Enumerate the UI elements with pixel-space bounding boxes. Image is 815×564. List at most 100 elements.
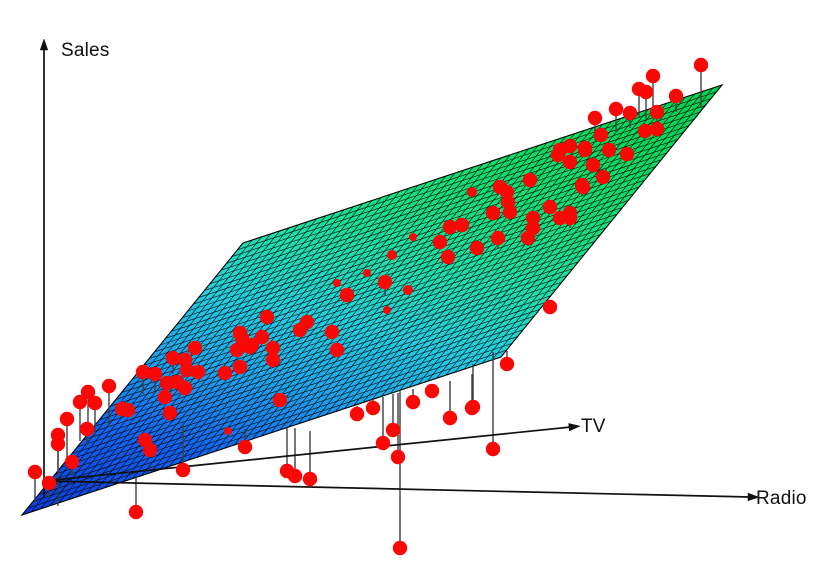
data-point bbox=[187, 340, 203, 356]
data-point bbox=[375, 435, 391, 451]
data-point bbox=[552, 210, 568, 226]
data-point bbox=[649, 121, 665, 137]
data-point bbox=[562, 154, 578, 170]
data-point bbox=[465, 399, 481, 415]
data-point bbox=[490, 230, 506, 246]
data-point bbox=[649, 104, 665, 120]
data-point bbox=[87, 395, 103, 411]
data-point bbox=[142, 442, 158, 458]
data-point bbox=[232, 359, 248, 375]
data-point bbox=[50, 436, 66, 452]
data-point bbox=[619, 146, 635, 162]
data-point bbox=[469, 240, 485, 256]
data-point bbox=[165, 350, 181, 366]
data-point bbox=[101, 378, 117, 394]
data-point bbox=[265, 352, 281, 368]
data-point bbox=[485, 441, 501, 457]
data-point bbox=[128, 504, 144, 520]
data-point bbox=[179, 362, 195, 378]
data-point bbox=[409, 233, 417, 241]
data-point bbox=[329, 342, 345, 358]
data-point bbox=[324, 324, 340, 340]
data-point bbox=[499, 356, 515, 372]
data-point bbox=[485, 205, 501, 221]
data-point bbox=[622, 105, 638, 121]
sales-axis-arrowhead bbox=[39, 38, 49, 51]
data-point bbox=[542, 299, 558, 315]
data-point bbox=[424, 383, 440, 399]
data-point bbox=[365, 400, 381, 416]
data-point bbox=[147, 366, 163, 382]
data-point bbox=[385, 422, 401, 438]
data-point bbox=[229, 342, 245, 358]
radio-axis-label: Radio bbox=[756, 488, 807, 509]
data-point bbox=[237, 439, 253, 455]
data-point bbox=[333, 279, 341, 287]
data-point bbox=[668, 88, 684, 104]
data-point bbox=[637, 123, 653, 139]
data-point bbox=[587, 110, 603, 126]
data-point bbox=[502, 204, 518, 220]
data-point bbox=[135, 364, 151, 380]
data-point bbox=[608, 101, 624, 117]
tv-axis-label: TV bbox=[581, 416, 606, 437]
data-point bbox=[552, 142, 568, 158]
data-point bbox=[79, 421, 95, 437]
tv-axis-arrowhead bbox=[568, 423, 581, 432]
data-point bbox=[190, 364, 206, 380]
data-point bbox=[432, 234, 448, 250]
data-point bbox=[575, 179, 591, 195]
plane-mesh-grid bbox=[27, 87, 717, 513]
data-point bbox=[442, 410, 458, 426]
data-point bbox=[217, 365, 233, 381]
data-point bbox=[175, 462, 191, 478]
radio-axis-arrowhead bbox=[747, 492, 760, 502]
data-point bbox=[454, 217, 470, 233]
data-point bbox=[601, 142, 617, 158]
data-point bbox=[390, 449, 406, 465]
data-point bbox=[27, 464, 43, 480]
data-point bbox=[41, 475, 57, 491]
data-point bbox=[383, 306, 391, 314]
tv-axis-line bbox=[43, 426, 572, 482]
radio-axis-line bbox=[43, 480, 751, 498]
data-point bbox=[120, 402, 136, 418]
data-point bbox=[363, 269, 371, 277]
data-point bbox=[440, 249, 456, 265]
data-point bbox=[224, 427, 232, 435]
data-point bbox=[162, 405, 178, 421]
data-point bbox=[302, 471, 318, 487]
data-point bbox=[392, 540, 408, 556]
data-point bbox=[693, 57, 709, 73]
data-point bbox=[542, 199, 558, 215]
data-point bbox=[585, 157, 601, 173]
data-point bbox=[64, 454, 80, 470]
data-point bbox=[80, 384, 96, 400]
data-point bbox=[403, 285, 413, 295]
data-point bbox=[254, 329, 270, 345]
data-point bbox=[59, 411, 75, 427]
data-point bbox=[272, 392, 288, 408]
data-point bbox=[157, 389, 173, 405]
data-point bbox=[442, 219, 458, 235]
data-point bbox=[339, 287, 355, 303]
data-point bbox=[349, 406, 365, 422]
data-point bbox=[525, 220, 541, 236]
data-point bbox=[387, 250, 397, 260]
data-point bbox=[259, 309, 275, 325]
data-points bbox=[27, 57, 709, 556]
axes bbox=[39, 38, 760, 502]
data-point bbox=[72, 394, 88, 410]
data-point bbox=[522, 172, 538, 188]
data-point bbox=[645, 68, 661, 84]
data-point bbox=[595, 169, 611, 185]
data-point bbox=[467, 187, 477, 197]
data-point bbox=[577, 140, 593, 156]
data-point bbox=[287, 468, 303, 484]
data-point bbox=[593, 127, 609, 143]
data-point bbox=[177, 380, 193, 396]
data-point bbox=[244, 337, 260, 353]
data-point bbox=[292, 322, 308, 338]
